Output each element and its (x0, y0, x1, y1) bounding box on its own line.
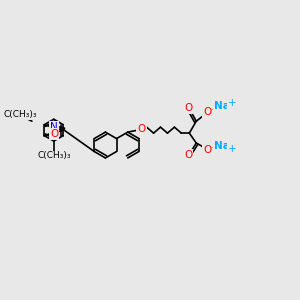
Text: Na: Na (214, 101, 230, 111)
Text: O: O (184, 150, 192, 160)
Text: N: N (50, 122, 58, 132)
Text: +: + (228, 98, 236, 108)
Text: O: O (184, 103, 192, 113)
Text: O⁻: O⁻ (203, 145, 217, 155)
Text: +: + (228, 144, 236, 154)
Text: O: O (137, 124, 146, 134)
Text: Na: Na (214, 141, 230, 151)
Text: C(CH₃)₃: C(CH₃)₃ (37, 152, 70, 160)
Text: O⁻: O⁻ (203, 107, 217, 117)
Text: O: O (50, 129, 58, 139)
Text: C(CH₃)₃: C(CH₃)₃ (3, 110, 37, 119)
